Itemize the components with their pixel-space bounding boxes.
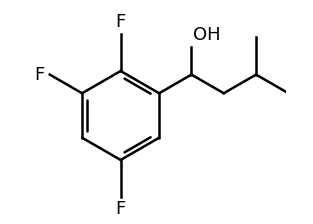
Text: F: F (115, 200, 126, 218)
Text: F: F (34, 66, 45, 84)
Text: F: F (115, 13, 126, 31)
Text: OH: OH (193, 26, 221, 44)
